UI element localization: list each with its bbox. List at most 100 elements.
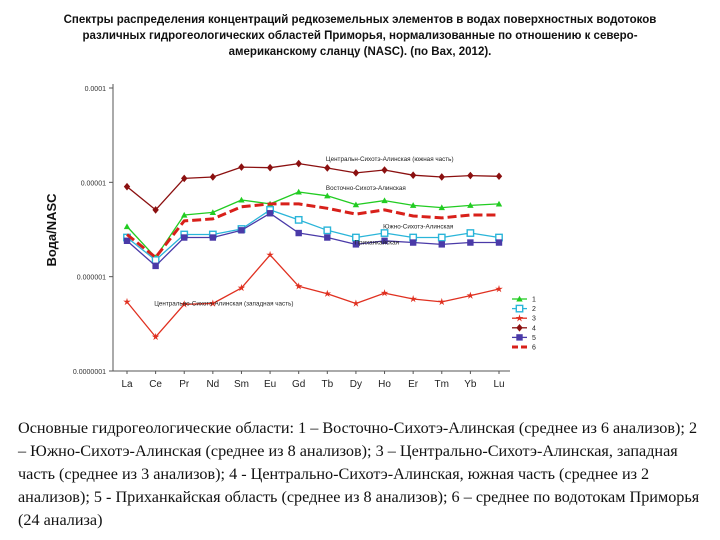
series-2-point-dy [352, 233, 360, 242]
annotation-3: Южно-Сихотэ-Алинская [383, 223, 453, 230]
series-4-point-tm [438, 173, 445, 181]
legend-item-2: 2 [512, 304, 536, 313]
series-5-point-tm [438, 241, 445, 248]
series-4-point-dy [352, 169, 360, 177]
annotation-2: Восточно-Сихотэ-Алинская [326, 185, 406, 192]
series-5-line [126, 212, 499, 267]
series-3-line [126, 254, 500, 338]
series-1-point-nd [209, 209, 217, 215]
series-4-point-yb [467, 171, 474, 180]
x-tick-label-gd: Gd [292, 379, 305, 390]
series-3-point-eu [266, 250, 274, 259]
ree-spectra-chart: 0.0001 0.00001 0.000001 0.0000001 Вода/NASC L… [44, 84, 536, 390]
series-3-point-tm [437, 297, 446, 306]
series-1-point-ho [381, 197, 388, 204]
series-1-point-dy [352, 201, 360, 208]
series-5-point-ce [152, 262, 159, 270]
series-4-point-la [123, 182, 131, 191]
chart-series [123, 159, 503, 341]
series-4-point-nd [209, 173, 217, 181]
series-5 [123, 210, 503, 270]
series-4-point-gd [295, 159, 302, 168]
series-5-point-pr [181, 234, 188, 241]
legend-marker-3 [515, 314, 524, 322]
series-3-point-sm [237, 283, 246, 292]
chart-title-line-1: Спектры распределения концентраций редко… [63, 14, 657, 26]
series-3-point-gd [294, 282, 303, 290]
series-5-point-nd [209, 234, 217, 241]
legend-label-4: 4 [532, 325, 536, 332]
series-3-point-ho [380, 289, 389, 297]
series-4-line [126, 162, 500, 211]
series-4-point-sm [238, 163, 245, 171]
legend-label-2: 2 [532, 306, 536, 313]
series-5-point-la [123, 237, 131, 245]
series-5-point-er [409, 239, 417, 246]
series-3 [123, 250, 503, 341]
series-4-point-ce [152, 206, 159, 214]
series-1-point-tb [324, 192, 331, 199]
series-4-point-lu [495, 172, 503, 181]
chart-title-line-2: различных гидрогеологических областей Пр… [82, 30, 638, 42]
series-1-point-lu [495, 200, 503, 207]
legend-label-5: 5 [532, 335, 536, 342]
legend-marker-2 [515, 304, 524, 313]
series-4-point-eu [266, 163, 274, 172]
series-2-point-tm [437, 233, 446, 242]
x-tick-label-tm: Tm [435, 379, 449, 390]
series-5-point-dy [352, 241, 360, 248]
series-3-point-dy [352, 299, 360, 307]
legend-label-6: 6 [532, 345, 536, 352]
legend-label-3: 3 [532, 316, 536, 323]
series-1-line [126, 191, 500, 259]
y-tick-label: 0.0000001 [73, 369, 106, 376]
chart-title: Спектры распределения концентраций редко… [40, 12, 680, 60]
x-tick-label-la: La [121, 379, 133, 390]
x-tick-label-nd: Nd [206, 379, 219, 390]
annotation-5: Центрально-Сихотэ-Алинская (западная час… [154, 301, 293, 308]
series-2-point-tb [323, 226, 332, 235]
series-3-point-nd [209, 299, 217, 307]
x-tick-label-er: Er [408, 379, 419, 390]
series-3-point-ce [151, 332, 160, 341]
series-1-point-yb [467, 202, 474, 208]
series-4-point-pr [181, 174, 188, 183]
figure-caption: Основные гидрогеологические области: 1 –… [18, 419, 700, 529]
series-5-point-lu [495, 239, 503, 246]
series-5-point-sm [238, 227, 245, 234]
series-2-line [126, 209, 500, 261]
series-3-point-tb [323, 289, 332, 297]
legend-label-1: 1 [532, 297, 536, 304]
series-6 [126, 202, 499, 259]
y-tick-label: 0.0001 [85, 86, 107, 93]
series-2-point-ce [151, 256, 160, 264]
series-4-point-tb [324, 164, 331, 172]
series-2-point-ho [380, 229, 389, 237]
x-tick-label-dy: Dy [350, 379, 362, 390]
annotation-4: Приханкайская [355, 238, 399, 246]
legend-item-3: 3 [512, 314, 536, 323]
series-1-point-er [409, 202, 417, 208]
series-3-point-yb [466, 291, 475, 299]
series-4-point-ho [381, 166, 388, 174]
x-tick-label-yb: Yb [464, 379, 477, 390]
y-axis-label: Вода/NASC [44, 193, 59, 267]
series-5-point-tb [324, 234, 331, 241]
x-tick-label-pr: Pr [179, 379, 190, 390]
legend-item-4: 4 [512, 324, 536, 332]
series-5-point-gd [295, 229, 302, 237]
annotation-1: Центральн-Сихотэ-Алинская (южная часть) [326, 156, 454, 163]
series-3-point-la [123, 297, 131, 306]
series-1-point-sm [238, 196, 245, 203]
series-2-point-yb [466, 229, 475, 237]
x-tick-label-sm: Sm [234, 379, 249, 390]
series-3-point-pr [180, 300, 189, 308]
legend-marker-1 [516, 295, 523, 302]
series-5-point-eu [266, 210, 274, 217]
x-tick-label-ho: Ho [378, 379, 391, 390]
x-tick-label-eu: Eu [264, 379, 276, 390]
legend-marker-5 [516, 334, 523, 341]
series-6-line [126, 202, 499, 259]
series-3-point-er [409, 294, 417, 303]
series-1-point-tm [438, 204, 445, 211]
